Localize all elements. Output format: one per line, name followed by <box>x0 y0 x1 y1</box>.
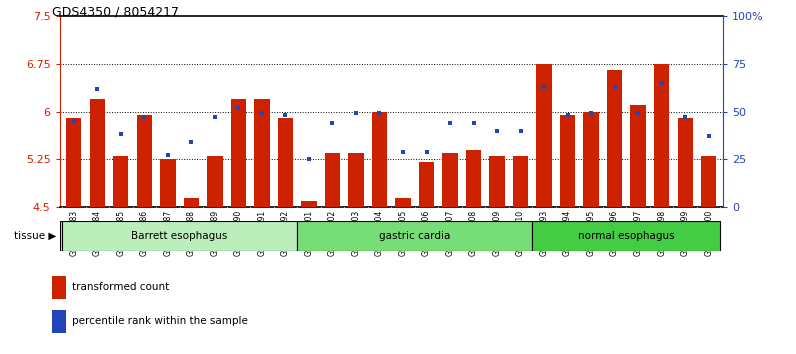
FancyBboxPatch shape <box>62 221 297 251</box>
Bar <box>160 159 175 207</box>
Bar <box>560 115 576 207</box>
Bar <box>52 276 65 299</box>
Bar <box>443 153 458 207</box>
Bar <box>466 150 481 207</box>
Text: Barrett esophagus: Barrett esophagus <box>131 231 228 241</box>
Bar <box>396 198 411 207</box>
Bar <box>583 112 599 207</box>
Text: gastric cardia: gastric cardia <box>379 231 451 241</box>
Bar <box>677 118 693 207</box>
Bar <box>137 115 152 207</box>
Bar <box>254 99 270 207</box>
Bar <box>66 118 81 207</box>
Bar <box>537 64 552 207</box>
Bar <box>701 156 716 207</box>
Text: percentile rank within the sample: percentile rank within the sample <box>72 316 248 326</box>
Bar <box>490 156 505 207</box>
Bar <box>372 112 387 207</box>
FancyBboxPatch shape <box>60 221 718 251</box>
Bar <box>325 153 340 207</box>
Bar <box>349 153 364 207</box>
Bar <box>654 64 669 207</box>
Bar <box>207 156 223 207</box>
Bar <box>630 105 646 207</box>
Text: normal esophagus: normal esophagus <box>578 231 675 241</box>
Bar <box>52 310 65 333</box>
Bar <box>607 70 622 207</box>
FancyBboxPatch shape <box>533 221 720 251</box>
Bar <box>278 118 293 207</box>
Text: transformed count: transformed count <box>72 282 169 292</box>
Bar <box>231 99 246 207</box>
Bar <box>90 99 105 207</box>
Bar <box>419 162 434 207</box>
Bar <box>302 201 317 207</box>
Text: GDS4350 / 8054217: GDS4350 / 8054217 <box>52 5 179 18</box>
Bar <box>184 198 199 207</box>
Bar <box>113 156 128 207</box>
Text: tissue ▶: tissue ▶ <box>14 231 57 241</box>
FancyBboxPatch shape <box>297 221 533 251</box>
Bar <box>513 156 529 207</box>
